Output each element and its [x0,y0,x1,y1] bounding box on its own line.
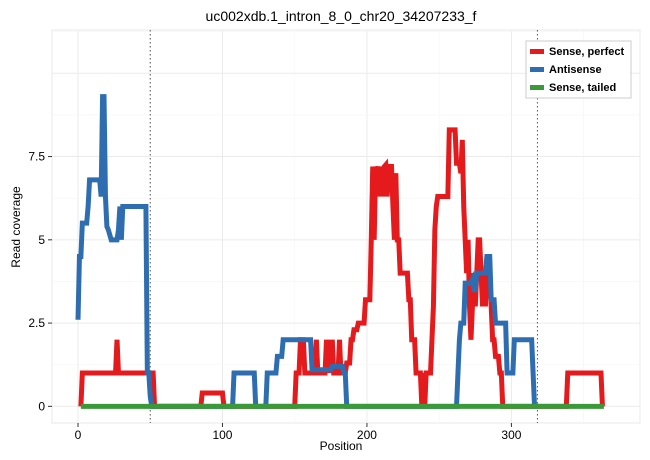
x-axis-ticks: 0 100 200 300 [75,423,522,442]
y-axis-title: Read coverage [9,186,23,268]
series-line-sense-perfect [78,127,605,409]
series-lines [75,94,605,409]
y-axis-ticks: 0 2.5 5 7.5 [28,150,52,413]
y-tick-label: 0 [38,399,45,413]
x-axis-title: Position [320,439,363,453]
legend: Sense, perfect Antisense Sense, tailed [525,40,632,99]
y-tick-label: 5 [38,233,45,247]
legend-label: Antisense [549,64,602,76]
y-tick-label: 2.5 [28,316,45,330]
legend-label: Sense, perfect [549,46,625,58]
x-tick-label: 100 [212,428,232,442]
legend-label: Sense, tailed [549,82,616,94]
x-tick-label: 0 [75,428,82,442]
series-line-antisense [75,94,538,409]
legend-swatch [530,67,544,72]
y-tick-label: 7.5 [28,150,45,164]
legend-swatch [530,49,544,54]
x-tick-label: 300 [501,428,521,442]
chart-title: uc002xdb.1_intron_8_0_chr20_34207233_f [206,8,477,24]
x-tick-label: 200 [357,428,377,442]
legend-swatch [530,85,544,90]
